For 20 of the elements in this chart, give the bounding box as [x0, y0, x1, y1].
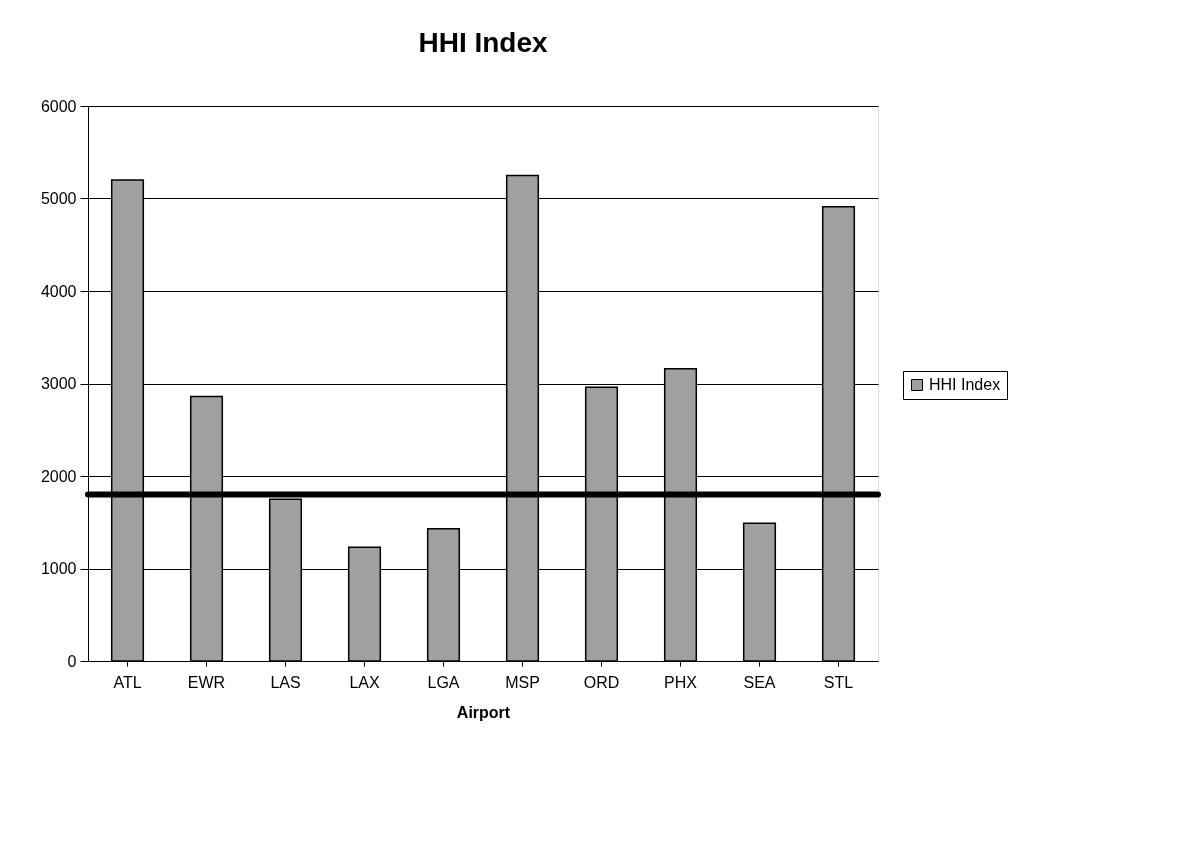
y-tick-label: 6000 — [40, 97, 77, 115]
x-tick-label: EWR — [187, 673, 226, 691]
x-tick-label: STL — [823, 673, 854, 691]
y-tick-label: 3000 — [40, 375, 77, 392]
y-tick-label: 2000 — [40, 467, 77, 485]
x-tick-label: PHX — [664, 673, 698, 691]
y-tick-label: 0 — [67, 652, 77, 670]
x-axis-title: Airport — [456, 703, 511, 721]
x-tick-label: ATL — [113, 673, 142, 691]
x-tick-label: LAX — [349, 673, 380, 691]
y-tick-label: 1000 — [40, 560, 77, 577]
chart-title: HHI Index — [418, 27, 548, 58]
y-tick-label: 4000 — [40, 282, 77, 300]
x-tick-label: MSP — [505, 673, 540, 691]
x-tick-label: LAS — [270, 673, 301, 691]
x-tick-label: SEA — [743, 673, 776, 691]
x-tick-label: LGA — [427, 673, 460, 691]
legend-label: HHI Index — [929, 376, 1001, 393]
x-tick-label: ORD — [583, 673, 620, 691]
y-tick-label: 5000 — [40, 190, 77, 207]
